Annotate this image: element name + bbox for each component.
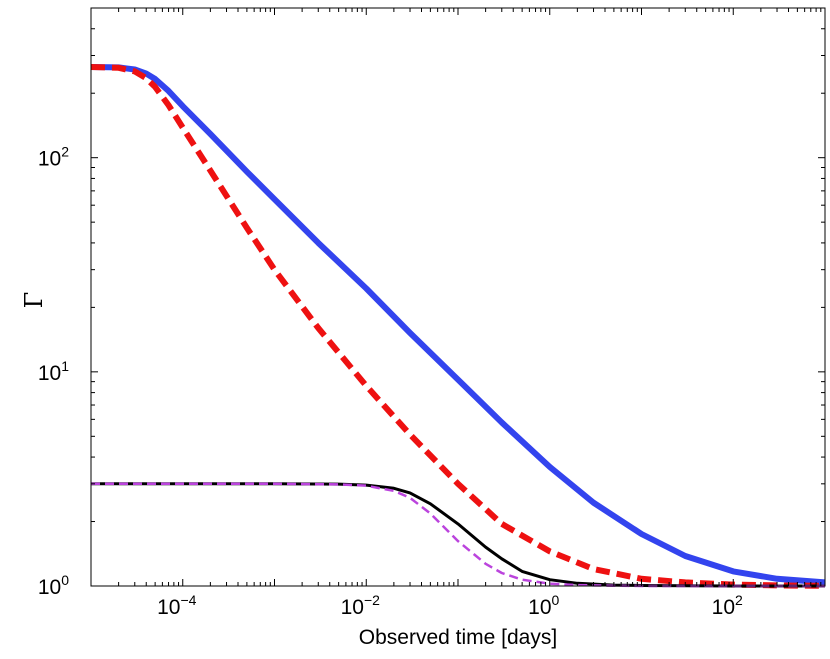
x-tick-label: 10−4 (157, 592, 197, 619)
y-tick-label: 101 (38, 358, 69, 385)
x-tick-label: 102 (712, 592, 743, 619)
tick-layer: 10−4 10−2 100 102 100 101 102 (38, 7, 826, 619)
x-axis-label: Observed time [days] (359, 626, 557, 649)
x-tick-label: 10−2 (341, 592, 381, 619)
plot-frame (90, 7, 826, 587)
series-line-blue-solid (90, 64, 826, 586)
y-tick-label: 102 (38, 144, 69, 171)
series-layer (90, 64, 826, 589)
plot-background (91, 8, 825, 586)
series-line-red-dashed (90, 64, 826, 589)
y-axis-label: Γ (20, 292, 48, 309)
x-tick-label: 100 (528, 592, 559, 619)
y-tick-label: 100 (38, 572, 69, 599)
series-line-black-solid (91, 482, 825, 588)
